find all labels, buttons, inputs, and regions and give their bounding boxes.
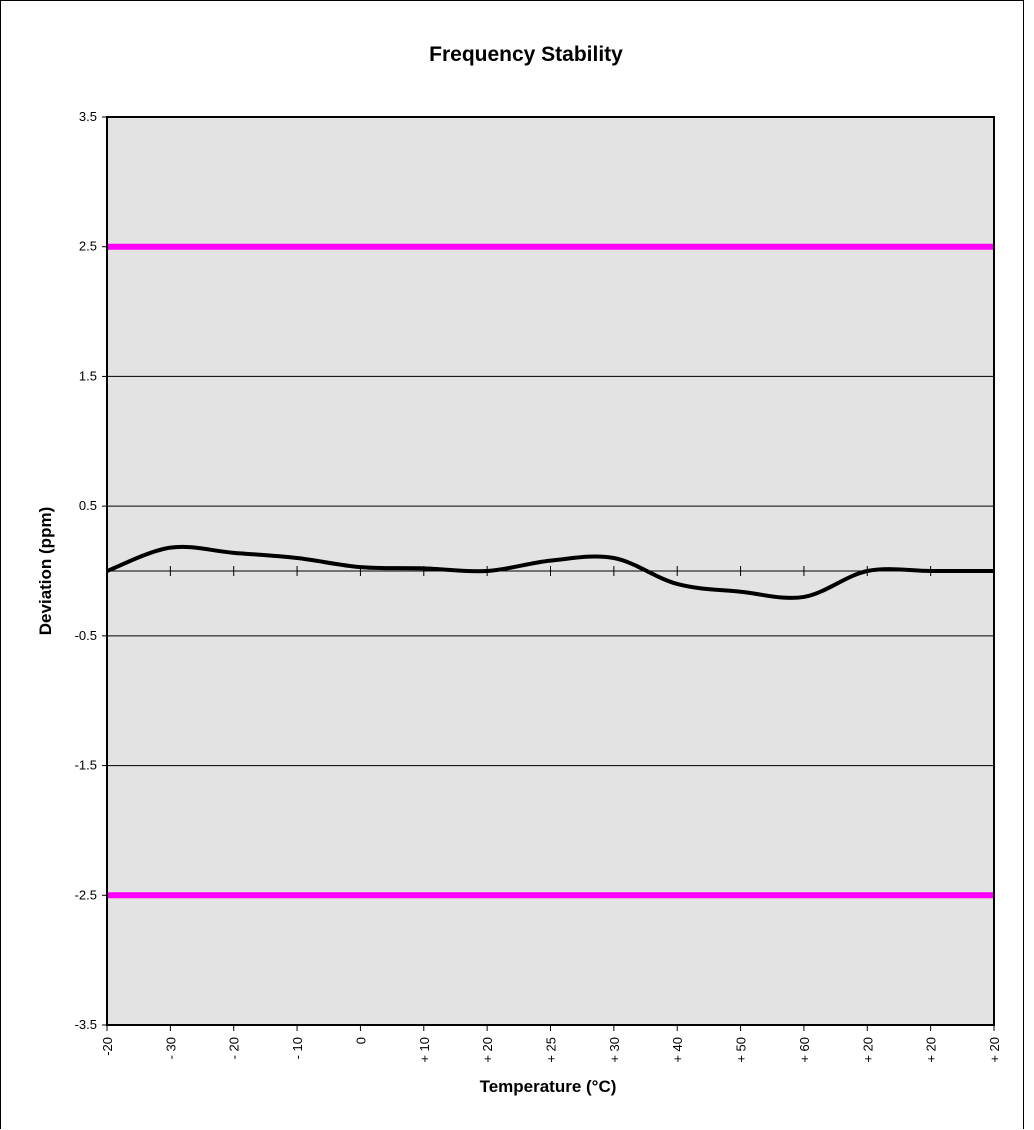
x-tick-label-14: + 20 xyxy=(987,1037,1002,1063)
y-tick-label-6: -2.5 xyxy=(75,887,97,902)
x-tick-label-1: - 30 xyxy=(163,1037,178,1059)
tick-labels: 3.5 2.5 1.5 0.5 -0.5 -1.5 -2.5 -3.5-20 - 30 - 20 -… xyxy=(75,109,1002,1063)
x-tick-label-7: + 25 xyxy=(544,1037,559,1063)
y-tick-label-5: -1.5 xyxy=(75,758,97,773)
x-tick-label-10: + 50 xyxy=(734,1037,749,1063)
x-tick-label-12: + 20 xyxy=(860,1037,875,1063)
y-tick-label-3: 0.5 xyxy=(79,498,97,513)
x-tick-label-6: + 20 xyxy=(480,1037,495,1063)
series-lines xyxy=(106,243,994,899)
x-tick-label-8: + 30 xyxy=(607,1037,622,1063)
x-tick-label-13: + 20 xyxy=(924,1037,939,1063)
x-tick-label-3: - 10 xyxy=(290,1037,305,1059)
x-tick-label-11: + 60 xyxy=(797,1037,812,1063)
y-tick-label-0: 3.5 xyxy=(79,109,97,124)
x-tick-label-0: -20 xyxy=(100,1037,115,1056)
y-tick-label-2: 1.5 xyxy=(79,368,97,383)
x-tick-label-5: + 10 xyxy=(417,1037,432,1063)
chart-title: Frequency Stability xyxy=(429,43,623,66)
x-axis-title: Temperature (°C) xyxy=(480,1077,617,1096)
y-axis-title: Deviation (ppm) xyxy=(36,507,55,635)
x-tick-label-2: - 20 xyxy=(227,1037,242,1059)
y-tick-label-1: 2.5 xyxy=(79,239,97,254)
plot-border xyxy=(106,116,995,1026)
deviation-line xyxy=(106,544,994,600)
y-tick-label-4: -0.5 xyxy=(75,628,97,643)
x-tick-label-4: 0 xyxy=(353,1037,368,1044)
x-tick-label-9: + 40 xyxy=(670,1037,685,1063)
y-tick-label-7: -3.5 xyxy=(75,1017,97,1032)
axes xyxy=(102,116,995,1031)
